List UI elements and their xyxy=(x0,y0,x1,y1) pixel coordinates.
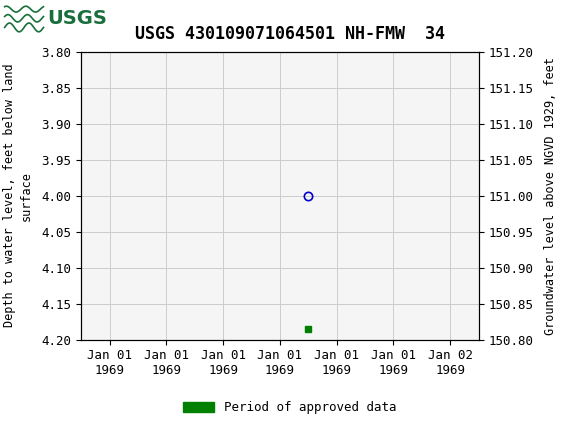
Text: USGS: USGS xyxy=(48,9,107,28)
Y-axis label: Groundwater level above NGVD 1929, feet: Groundwater level above NGVD 1929, feet xyxy=(545,57,557,335)
Bar xyxy=(3,2,99,35)
Text: USGS 430109071064501 NH-FMW  34: USGS 430109071064501 NH-FMW 34 xyxy=(135,25,445,43)
Legend: Period of approved data: Period of approved data xyxy=(178,396,402,419)
Y-axis label: Depth to water level, feet below land
surface: Depth to water level, feet below land su… xyxy=(3,64,33,328)
